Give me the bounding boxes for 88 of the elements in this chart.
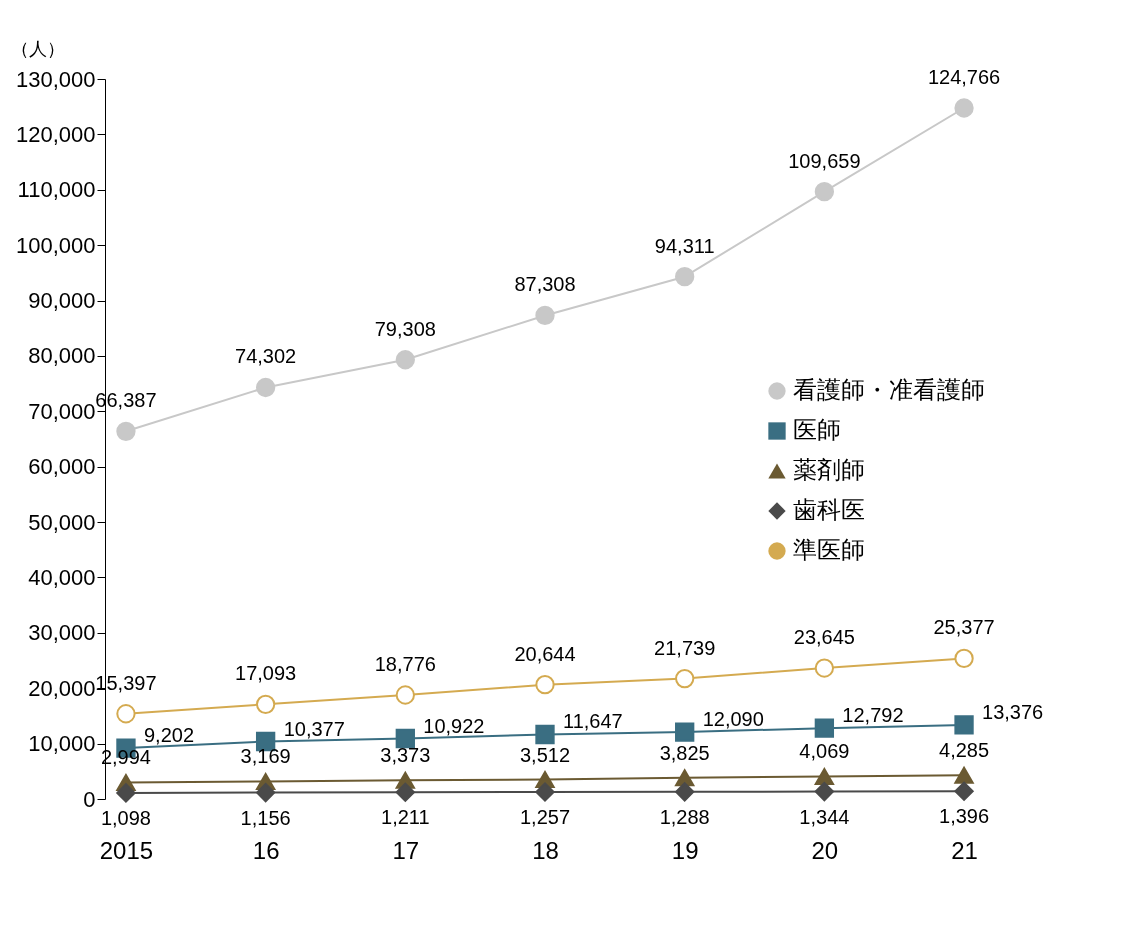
data-label: 4,069	[799, 740, 850, 763]
point	[255, 377, 276, 398]
data-label: 10,377	[283, 717, 345, 740]
x-tick-label: 19	[671, 836, 699, 864]
data-label: 17,093	[235, 662, 297, 685]
y-tick-label: 110,000	[17, 177, 96, 203]
y-tick-label: 50,000	[28, 509, 96, 535]
data-label: 3,169	[240, 745, 291, 768]
y-tick-label: 120,000	[15, 121, 96, 147]
point	[675, 722, 695, 742]
legend-label: 準医師	[793, 536, 865, 563]
data-label: 12,792	[842, 704, 904, 727]
x-tick-label: 16	[252, 836, 280, 864]
point	[255, 782, 276, 803]
y-tick-label: 130,000	[15, 66, 96, 92]
point	[814, 718, 835, 738]
legend-label: 看護師・准看護師	[793, 376, 985, 403]
point	[395, 350, 415, 370]
data-label: 1,257	[519, 806, 571, 829]
data-label: 12,090	[702, 708, 764, 731]
legend-label: 薬剤師	[793, 456, 865, 483]
data-label: 1,098	[100, 806, 151, 829]
data-label: 11,647	[563, 710, 623, 733]
data-label: 74,302	[235, 345, 297, 368]
y-tick-label: 10,000	[28, 731, 96, 757]
point	[535, 724, 555, 745]
data-label: 1,344	[799, 805, 850, 828]
data-label: 94,311	[654, 234, 715, 257]
data-label: 23,645	[793, 626, 855, 649]
y-tick-label: 40,000	[28, 564, 96, 590]
y-tick-label: 30,000	[28, 620, 96, 646]
point	[814, 781, 835, 802]
data-label: 109,659	[788, 149, 861, 172]
data-label: 124,766	[927, 65, 1001, 88]
data-label: 21,739	[654, 636, 716, 659]
point	[395, 728, 415, 749]
data-label: 3,512	[519, 743, 571, 766]
x-tick-label: 2015	[99, 836, 154, 864]
y-tick-label: 80,000	[28, 343, 96, 369]
y-tick-label: 60,000	[28, 454, 96, 480]
y-tick-label: 100,000	[15, 232, 96, 258]
point	[535, 305, 555, 326]
data-label: 1,156	[240, 806, 291, 829]
point	[675, 267, 695, 287]
data-label: 4,285	[939, 739, 990, 762]
point	[675, 782, 695, 802]
point	[954, 715, 974, 735]
data-label: 10,922	[423, 714, 485, 737]
data-label: 13,376	[982, 700, 1044, 723]
data-label: 20,644	[514, 642, 576, 665]
point	[535, 782, 555, 802]
y-tick-label: 90,000	[28, 288, 96, 314]
y-tick-label: 70,000	[28, 398, 96, 424]
data-label: 18,776	[374, 653, 436, 676]
point	[675, 769, 695, 787]
point	[954, 781, 974, 801]
legend-label: 医師	[793, 416, 841, 443]
y-tick-label: 20,000	[28, 675, 96, 701]
point	[535, 675, 555, 695]
data-label: 1,211	[381, 806, 430, 829]
data-label: 25,377	[933, 616, 995, 639]
y-axis-title: （人）	[10, 38, 65, 59]
data-label: 9,202	[143, 724, 195, 747]
legend-label: 歯科医	[793, 496, 865, 523]
point	[814, 182, 835, 202]
x-tick-label: 20	[811, 836, 839, 864]
point	[814, 767, 835, 785]
point	[954, 648, 974, 669]
data-label: 87,308	[514, 273, 576, 296]
point	[116, 704, 136, 724]
x-tick-label: 18	[532, 836, 559, 864]
data-label: 3,825	[659, 741, 710, 764]
data-label: 1,396	[939, 805, 990, 828]
x-tick-label: 17	[392, 836, 420, 864]
x-tick-label: 21	[951, 836, 978, 864]
point	[395, 782, 415, 802]
point	[954, 98, 974, 118]
data-label: 1,288	[659, 805, 710, 828]
point	[395, 685, 415, 705]
data-label: 3,373	[380, 744, 431, 767]
point	[255, 694, 276, 714]
point	[116, 421, 136, 441]
point	[675, 668, 695, 689]
point	[814, 658, 835, 678]
point	[116, 783, 136, 803]
point	[954, 766, 974, 784]
data-label: 79,308	[374, 317, 436, 340]
y-tick-label: 0	[83, 786, 96, 812]
